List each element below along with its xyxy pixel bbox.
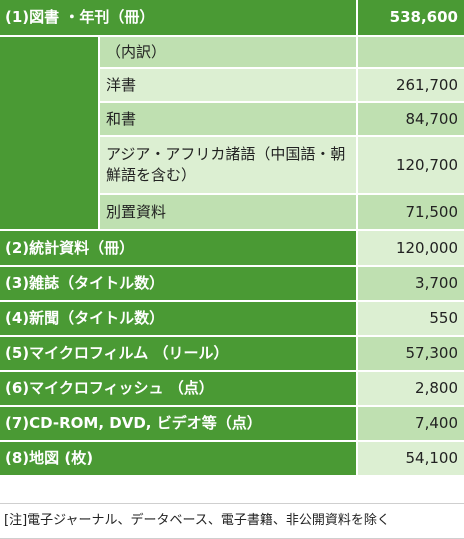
table-row: 洋書 261,700 — [100, 69, 464, 103]
table-row: (2)統計資料（冊） 120,000 — [0, 231, 464, 267]
breakdown-indent — [0, 37, 100, 229]
breakdown-block: （内訳） 洋書 261,700 和書 84,700 アジア・アフリカ諸語（中国語… — [0, 37, 464, 231]
table-row: （内訳） — [100, 37, 464, 69]
footnote: [注]電子ジャーナル、データベース、電子書籍、非公開資料を除く — [0, 503, 464, 539]
table-row: (4)新聞（タイトル数） 550 — [0, 302, 464, 337]
table-row: アジア・アフリカ諸語（中国語・朝鮮語を含む） 120,700 — [100, 137, 464, 195]
row-label: 別置資料 — [100, 195, 358, 229]
row-label: (3)雑誌（タイトル数） — [0, 267, 358, 300]
table-row: (6)マイクロフィッシュ （点） 2,800 — [0, 372, 464, 407]
table-row: (5)マイクロフィルム （リール） 57,300 — [0, 337, 464, 372]
table-row: 別置資料 71,500 — [100, 195, 464, 229]
row-value: 3,700 — [358, 267, 464, 300]
table-row: (8)地図 (枚) 54,100 — [0, 442, 464, 477]
row-value: 550 — [358, 302, 464, 335]
row-value: 71,500 — [358, 195, 464, 229]
row-value: 54,100 — [358, 442, 464, 475]
row-value: 120,700 — [358, 137, 464, 193]
table-row: (7)CD-ROM, DVD, ビデオ等（点） 7,400 — [0, 407, 464, 442]
table-row: (3)雑誌（タイトル数） 3,700 — [0, 267, 464, 302]
row-value: 2,800 — [358, 372, 464, 405]
row-value — [358, 37, 464, 67]
row-label: (5)マイクロフィルム （リール） — [0, 337, 358, 370]
row-value: 120,000 — [358, 231, 464, 265]
row-value: 84,700 — [358, 103, 464, 135]
row-label: アジア・アフリカ諸語（中国語・朝鮮語を含む） — [100, 137, 358, 193]
row-label: (1)図書 ・年刊（冊） — [0, 0, 358, 35]
row-label: (2)統計資料（冊） — [0, 231, 358, 265]
row-label: (6)マイクロフィッシュ （点） — [0, 372, 358, 405]
row-label: (4)新聞（タイトル数） — [0, 302, 358, 335]
table-row: (1)図書 ・年刊（冊） 538,600 — [0, 0, 464, 37]
row-value: 538,600 — [358, 0, 464, 35]
row-label: (8)地図 (枚) — [0, 442, 358, 475]
row-value: 261,700 — [358, 69, 464, 101]
row-label: （内訳） — [100, 37, 358, 67]
row-label: 和書 — [100, 103, 358, 135]
row-label: (7)CD-ROM, DVD, ビデオ等（点） — [0, 407, 358, 440]
holdings-table: (1)図書 ・年刊（冊） 538,600 （内訳） 洋書 261,700 和書 … — [0, 0, 464, 477]
row-label: 洋書 — [100, 69, 358, 101]
row-value: 57,300 — [358, 337, 464, 370]
table-row: 和書 84,700 — [100, 103, 464, 137]
row-value: 7,400 — [358, 407, 464, 440]
